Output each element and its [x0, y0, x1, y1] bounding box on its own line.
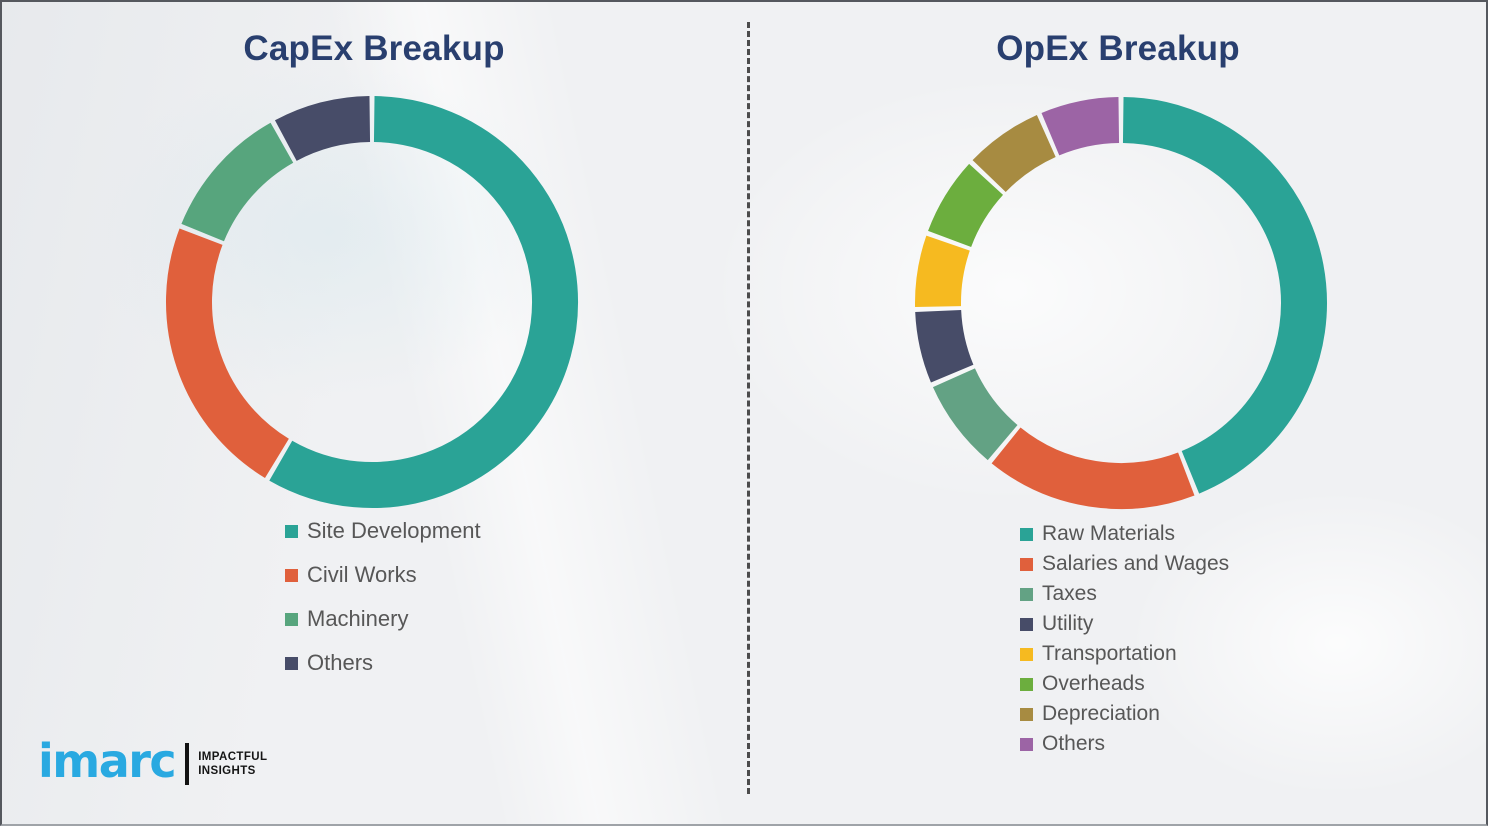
legend-swatch-icon [1020, 527, 1033, 541]
legend-swatch-icon [1020, 737, 1033, 751]
legend-label: Depreciation [1042, 702, 1160, 725]
legend-label: Utility [1042, 612, 1094, 635]
legend-item-utility: Utility [1020, 609, 1229, 639]
legend-item-machinery: Machinery [285, 606, 481, 632]
donut-segment-salaries-and-wages [991, 427, 1195, 509]
legend-item-others: Others [1020, 729, 1229, 759]
donut-segment-taxes [932, 367, 1018, 461]
legend-item-others: Others [285, 650, 481, 676]
legend-swatch-icon [1020, 557, 1033, 571]
vertical-dashed-divider [747, 22, 750, 794]
legend-item-salaries-and-wages: Salaries and Wages [1020, 549, 1229, 579]
legend-label: Overheads [1042, 672, 1145, 695]
legend-swatch-icon [285, 656, 298, 670]
legend-label: Machinery [307, 606, 409, 631]
legend-swatch-icon [1020, 707, 1033, 721]
bottom-margin-strip [0, 826, 1488, 836]
donut-segment-others [1041, 97, 1120, 156]
donut-segment-overheads [928, 163, 1004, 248]
donut-segment-raw-materials [1122, 97, 1327, 494]
legend-item-taxes: Taxes [1020, 579, 1229, 609]
logo-separator-bar [185, 743, 190, 785]
opex-donut-chart [915, 97, 1327, 509]
legend-item-raw-materials: Raw Materials [1020, 519, 1229, 549]
imarc-logo-tagline: IMPACTFUL INSIGHTS [198, 750, 267, 779]
donut-segment-utility [915, 309, 974, 383]
donut-segment-transportation [915, 235, 970, 307]
legend-swatch-icon [285, 568, 298, 582]
legend-swatch-icon [285, 524, 298, 538]
imarc-logo-wordmark: imarc [38, 734, 177, 788]
legend-item-site-development: Site Development [285, 518, 481, 544]
opex-chart-title: OpEx Breakup [996, 29, 1240, 68]
legend-swatch-icon [1020, 617, 1033, 631]
legend-swatch-icon [1020, 647, 1033, 661]
imarc-logo: imarc IMPACTFUL INSIGHTS [38, 737, 267, 785]
legend-label: Taxes [1042, 582, 1097, 605]
legend-label: Transportation [1042, 642, 1177, 665]
legend-swatch-icon [1020, 677, 1033, 691]
opex-legend: Raw Materials Salaries and Wages Taxes Util… [1020, 519, 1229, 759]
donut-segment-depreciation [972, 114, 1057, 193]
legend-item-civil-works: Civil Works [285, 562, 481, 588]
donut-segment-site-development [269, 96, 578, 508]
legend-item-overheads: Overheads [1020, 669, 1229, 699]
legend-swatch-icon [285, 612, 298, 626]
legend-label: Others [307, 650, 374, 675]
legend-label: Salaries and Wages [1042, 552, 1230, 575]
legend-label: Raw Materials [1042, 522, 1176, 545]
legend-label: Civil Works [307, 562, 417, 587]
donut-segment-civil-works [166, 228, 290, 479]
legend-swatch-icon [1020, 587, 1033, 601]
legend-label: Others [1042, 732, 1106, 755]
logo-tagline-line2: INSIGHTS [198, 765, 256, 777]
opex-panel: OpEx Breakup Raw Materials Salaries and W… [746, 2, 1486, 824]
legend-item-depreciation: Depreciation [1020, 699, 1229, 729]
donut-segment-others [274, 96, 371, 162]
donut-segment-machinery [181, 122, 294, 242]
capex-legend: Site Development Civil Works Machinery Othe… [285, 518, 481, 694]
logo-tagline-line1: IMPACTFUL [198, 750, 268, 763]
capex-donut-chart [166, 96, 578, 508]
capex-chart-title: CapEx Breakup [243, 29, 505, 68]
legend-label: Site Development [307, 518, 481, 543]
capex-panel: CapEx Breakup Site Development Civil Work… [2, 2, 746, 824]
legend-item-transportation: Transportation [1020, 639, 1229, 669]
